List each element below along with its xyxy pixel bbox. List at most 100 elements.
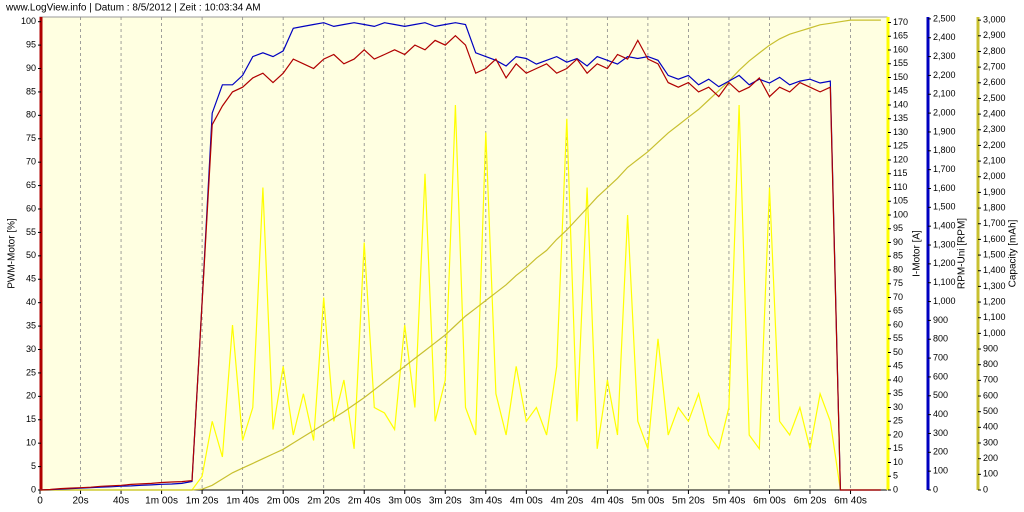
- y-tick-label: 1,400: [983, 265, 1006, 275]
- y-tick-label: 135: [893, 113, 908, 123]
- x-tick-label: 20s: [72, 496, 88, 507]
- y-tick-label: 10: [26, 438, 36, 448]
- y-tick-label: 1,200: [983, 296, 1006, 306]
- y-tick-label: 200: [933, 447, 948, 457]
- y-tick-label: 65: [893, 306, 903, 316]
- x-tick-label: 3m 00s: [388, 496, 421, 507]
- series-line: [39, 22, 881, 491]
- y-tick-label: 1,900: [933, 126, 956, 136]
- y-tick-label: 95: [26, 39, 36, 49]
- y-tick-label: 900: [933, 315, 948, 325]
- y-tick-label: 2,600: [983, 77, 1006, 87]
- y-tick-label: 15: [893, 443, 903, 453]
- y-tick-label: 100: [933, 466, 948, 476]
- y-tick-label: 0: [933, 484, 938, 494]
- y-tick-label: 35: [26, 320, 36, 330]
- y-tick-label: 130: [893, 127, 908, 137]
- y-tick-label: 2,100: [983, 155, 1006, 165]
- y-tick-label: 155: [893, 58, 908, 68]
- x-tick-label: 5m 00s: [631, 496, 664, 507]
- x-tick-label: 4m 40s: [591, 496, 624, 507]
- y-axis-title: I-Motor [A]: [912, 230, 923, 277]
- y-tick-label: 105: [893, 196, 908, 206]
- y-tick-label: 5: [893, 471, 898, 481]
- y-tick-label: 1,100: [933, 277, 956, 287]
- y-tick-label: 1,900: [983, 187, 1006, 197]
- y-tick-label: 45: [26, 274, 36, 284]
- y-tick-label: 2,400: [983, 108, 1006, 118]
- y-tick-label: 2,900: [983, 30, 1006, 40]
- y-tick-label: 1,500: [983, 249, 1006, 259]
- y-tick-label: 60: [26, 203, 36, 213]
- y-tick-label: 75: [893, 278, 903, 288]
- y-tick-label: 125: [893, 141, 908, 151]
- x-tick-label: 2m 00s: [267, 496, 300, 507]
- y-tick-label: 55: [26, 227, 36, 237]
- y-tick-label: 1,000: [933, 296, 956, 306]
- y-tick-label: 2,000: [983, 171, 1006, 181]
- y-tick-label: 300: [983, 437, 998, 447]
- y-tick-label: 20: [893, 429, 903, 439]
- series-line: [39, 34, 881, 491]
- series-line: [40, 19, 881, 491]
- y-tick-label: 30: [26, 344, 36, 354]
- y-tick-label: 150: [893, 72, 908, 82]
- y-tick-label: 25: [26, 367, 36, 377]
- x-tick-label: 4m 00s: [510, 496, 543, 507]
- y-tick-label: 85: [893, 251, 903, 261]
- y-tick-label: 145: [893, 86, 908, 96]
- y-tick-label: 0: [983, 484, 988, 494]
- y-tick-label: 900: [983, 343, 998, 353]
- y-tick-label: 140: [893, 99, 908, 109]
- y-tick-label: 2,500: [933, 13, 956, 23]
- y-tick-label: 0: [893, 484, 898, 494]
- y-axis-title: PWM-Motor [%]: [7, 218, 18, 289]
- y-tick-label: 15: [26, 414, 36, 424]
- y-tick-label: 600: [983, 390, 998, 400]
- y-tick-label: 1,700: [933, 164, 956, 174]
- y-tick-label: 60: [893, 319, 903, 329]
- y-tick-label: 10: [893, 457, 903, 467]
- y-tick-label: 90: [893, 237, 903, 247]
- y-tick-label: 500: [933, 390, 948, 400]
- y-tick-label: 2,500: [983, 93, 1006, 103]
- y-tick-label: 95: [893, 223, 903, 233]
- y-axis-title: Capacity [mAh]: [1008, 219, 1019, 287]
- y-tick-label: 800: [983, 359, 998, 369]
- y-tick-label: 2,400: [933, 32, 956, 42]
- y-tick-label: 300: [933, 428, 948, 438]
- y-tick-label: 0: [31, 484, 36, 494]
- y-tick-label: 1,000: [983, 328, 1006, 338]
- chart-title: www.LogView.info | Datum : 8/5/2012 | Ze…: [5, 3, 261, 14]
- y-tick-label: 1,800: [983, 202, 1006, 212]
- y-tick-label: 1,600: [983, 234, 1006, 244]
- y-axis-title: RPM-Uni [RPM]: [957, 218, 968, 289]
- y-tick-label: 2,000: [933, 107, 956, 117]
- y-tick-label: 70: [26, 157, 36, 167]
- y-tick-label: 400: [933, 409, 948, 419]
- x-tick-label: 6m 40s: [834, 496, 867, 507]
- y-tick-label: 25: [893, 416, 903, 426]
- y-tick-label: 40: [893, 374, 903, 384]
- plot-area: [39, 16, 888, 491]
- x-tick-label: 1m 40s: [226, 496, 259, 507]
- x-tick-label: 2m 40s: [348, 496, 381, 507]
- y-tick-label: 1,300: [933, 239, 956, 249]
- x-tick-label: 6m 00s: [753, 496, 786, 507]
- y-tick-label: 70: [893, 292, 903, 302]
- y-tick-label: 2,100: [933, 89, 956, 99]
- y-tick-label: 700: [933, 352, 948, 362]
- y-tick-label: 120: [893, 154, 908, 164]
- x-tick-label: 4m 20s: [550, 496, 583, 507]
- y-tick-label: 45: [893, 361, 903, 371]
- y-tick-label: 1,100: [983, 312, 1006, 322]
- x-tick-label: 1m 00s: [145, 496, 178, 507]
- y-tick-label: 80: [893, 264, 903, 274]
- y-tick-label: 50: [26, 250, 36, 260]
- y-tick-label: 20: [26, 391, 36, 401]
- x-tick-label: 2m 20s: [307, 496, 340, 507]
- x-tick-label: 5m 40s: [713, 496, 746, 507]
- y-tick-label: 75: [26, 133, 36, 143]
- y-tick-label: 400: [983, 422, 998, 432]
